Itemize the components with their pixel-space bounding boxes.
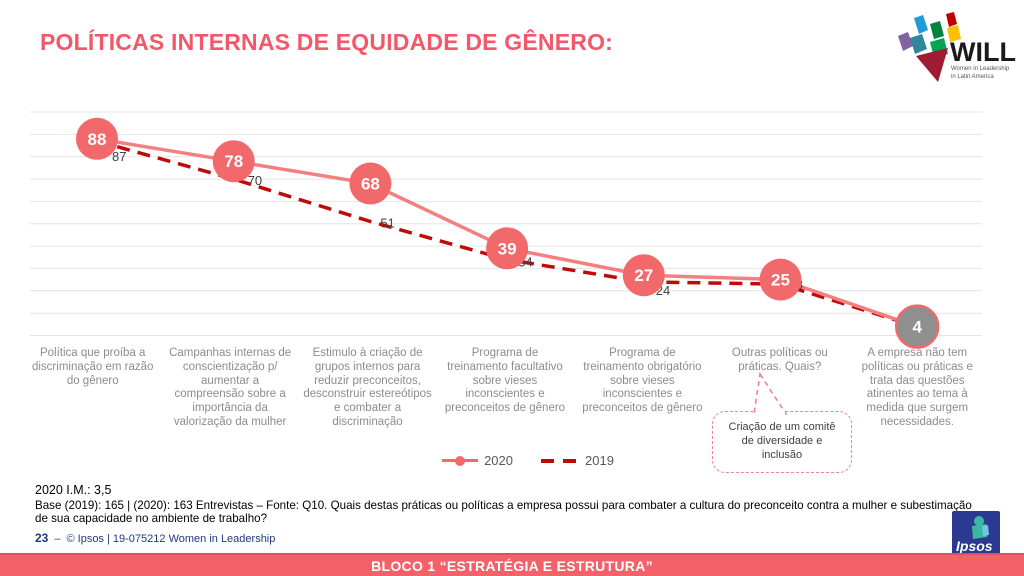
category-label: Estimulo à criação de grupos internos pa…	[303, 347, 432, 428]
legend-2019-dash-icon	[541, 458, 579, 463]
will-logo-shape	[914, 15, 928, 34]
data-point-marker-2020	[622, 254, 665, 297]
footer: 23 – © Ipsos | 19-075212 Women in Leader…	[35, 531, 275, 545]
data-label-2019: 34	[518, 255, 532, 270]
will-logo: WILL Women in Leadership in Latin Americ…	[898, 12, 1016, 82]
bottom-bar-label: BLOCO 1 “ESTRATÉGIA E ESTRUTURA”	[371, 557, 653, 574]
data-label-2020: 68	[361, 175, 380, 194]
ipsos-logo-mark	[974, 516, 984, 526]
data-label-2019: 24	[656, 283, 670, 298]
will-logo-shape	[947, 25, 961, 42]
callout-text: Criação de um comitê de diversidade e in…	[728, 421, 836, 461]
data-label-2020: 4	[912, 318, 922, 337]
footer-credit: © Ipsos | 19-075212 Women in Leadership	[66, 533, 276, 545]
data-label-2019: 4	[929, 321, 936, 336]
data-label-2019: 70	[248, 173, 262, 188]
data-label-2020: 78	[224, 152, 243, 171]
callout-tail	[753, 372, 788, 416]
page-title: POLÍTICAS INTERNAS DE EQUIDADE DE GÊNERO…	[40, 29, 614, 55]
will-logo-subtitle-2: in Latin America	[951, 74, 994, 80]
will-logo-shape	[910, 34, 927, 54]
will-logo-text: WILL	[950, 37, 1016, 67]
data-label-2020: 27	[634, 266, 653, 285]
legend-2019-label: 2019	[585, 453, 614, 468]
legend-2020-label: 2020	[484, 453, 513, 468]
category-label: Programa de treinamento facultativo sobr…	[444, 347, 566, 415]
will-logo-shape	[946, 12, 957, 27]
data-point-marker-2020	[76, 117, 118, 160]
base-note: Base (2019): 165 | (2020): 163 Entrevist…	[35, 499, 972, 526]
will-logo-shape	[930, 21, 944, 39]
data-point-marker-2020	[212, 140, 255, 183]
data-point-marker-2020	[894, 304, 940, 349]
data-point-marker-2020	[486, 227, 529, 270]
will-logo-shape	[916, 48, 948, 82]
will-logo-subtitle-1: Women in Leadership	[951, 66, 1010, 72]
legend-item-2020: 2020	[442, 453, 513, 468]
callout-tail-shape	[753, 372, 788, 415]
ipsos-logo-text: Ipsos	[956, 538, 993, 554]
category-label: Programa de treinamento obrigatório sobr…	[582, 347, 703, 415]
data-label-2019: 51	[380, 216, 394, 231]
im-note: 2020 I.M.: 3,5	[35, 483, 112, 497]
line-chart: 87 70 51 34 24 23 4 88 78 68 39 27 25 4	[28, 105, 984, 355]
will-logo-shape	[898, 32, 913, 51]
data-label-2020: 88	[88, 130, 107, 149]
bottom-bar: BLOCO 1 “ESTRATÉGIA E ESTRUTURA”	[0, 553, 1024, 576]
data-label-2020: 39	[498, 239, 517, 258]
data-label-2020: 25	[771, 271, 790, 290]
category-label: Campanhas internas de conscientização p/…	[169, 347, 292, 428]
data-label-2019: 23	[789, 277, 803, 292]
data-point-marker-2020	[349, 162, 392, 205]
series-2020-line	[96, 137, 918, 329]
callout-tail-mask	[755, 412, 785, 416]
category-label: Política que proíba a discriminação em r…	[31, 347, 154, 387]
data-label-2019: 87	[112, 149, 126, 164]
footer-separator: –	[54, 533, 61, 545]
category-label: A empresa não tem políticas ou práticas …	[861, 347, 973, 428]
page-number: 23	[35, 531, 49, 545]
ipsos-logo-mark	[982, 525, 989, 536]
notes: 2020 I.M.: 3,5 Base (2019): 165 | (2020)…	[35, 483, 980, 526]
ipsos-logo: Ipsos	[952, 511, 1000, 557]
chart-legend: 2020 2019	[16, 453, 1024, 468]
legend-item-2019: 2019	[541, 453, 614, 468]
legend-2020-line-icon	[442, 455, 479, 466]
series-2019-line	[96, 139, 918, 329]
callout-bubble: Criação de um comitê de diversidade e in…	[712, 411, 852, 474]
category-label: Outras políticas ou práticas. Quais?	[731, 347, 828, 373]
data-point-marker-2020	[759, 258, 802, 301]
category-axis: Política que proíba a discriminação em r…	[24, 347, 986, 430]
